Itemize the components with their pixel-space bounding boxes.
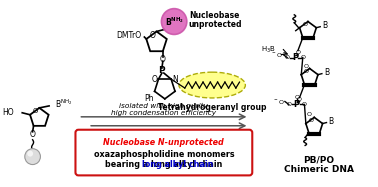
Text: long alkyl chain: long alkyl chain (142, 160, 213, 169)
Text: B: B (322, 21, 327, 30)
Text: oxazaphospholidine monomers: oxazaphospholidine monomers (94, 150, 234, 159)
Text: O: O (304, 69, 309, 74)
Text: Nucleobase: Nucleobase (189, 11, 239, 20)
Text: O: O (295, 50, 301, 55)
FancyBboxPatch shape (76, 130, 252, 175)
Text: O: O (302, 102, 307, 107)
Text: isolated with high purity: isolated with high purity (119, 103, 208, 109)
Text: O: O (307, 111, 312, 117)
Text: Chimeric DNA: Chimeric DNA (284, 165, 354, 174)
Text: N: N (172, 75, 178, 84)
Circle shape (25, 149, 40, 165)
Text: HO: HO (2, 108, 14, 117)
Text: P: P (292, 53, 298, 62)
Text: B: B (328, 117, 333, 126)
Text: P: P (158, 66, 165, 75)
Text: O: O (285, 55, 290, 60)
Text: O: O (302, 22, 307, 27)
Circle shape (161, 9, 187, 34)
Text: B$^{\mathregular{NH_2}}$: B$^{\mathregular{NH_2}}$ (55, 98, 72, 110)
Text: O: O (286, 102, 291, 107)
Text: O: O (150, 31, 156, 40)
Text: PB/PO: PB/PO (303, 155, 335, 164)
Text: O: O (308, 118, 313, 123)
Text: B$^{\mathregular{NH_2}}$: B$^{\mathregular{NH_2}}$ (164, 15, 184, 28)
Text: Ph: Ph (144, 94, 153, 103)
Text: $^-$O: $^-$O (271, 50, 283, 59)
Text: $^-$O: $^-$O (273, 97, 285, 105)
Text: unprotected: unprotected (189, 20, 242, 29)
Text: O: O (160, 55, 166, 64)
Text: O: O (29, 130, 36, 139)
Text: high condensation efficiency: high condensation efficiency (111, 110, 217, 116)
Text: Tetrahydrogeranyl group: Tetrahydrogeranyl group (158, 103, 266, 112)
Text: O: O (152, 75, 158, 84)
Text: O: O (33, 108, 38, 114)
Circle shape (27, 151, 33, 157)
Text: O: O (297, 97, 302, 102)
Text: Nucleobase Ν-unprotected: Nucleobase Ν-unprotected (104, 138, 224, 147)
Text: B: B (324, 68, 329, 77)
Text: H$_3$B: H$_3$B (260, 45, 276, 55)
Ellipse shape (179, 72, 245, 98)
Text: DMTrO: DMTrO (116, 30, 141, 39)
Text: O: O (304, 64, 309, 69)
Text: O: O (294, 95, 299, 100)
Text: O: O (300, 55, 305, 60)
Text: P: P (294, 100, 300, 109)
Text: bearing a long alkyl chain: bearing a long alkyl chain (105, 160, 223, 169)
